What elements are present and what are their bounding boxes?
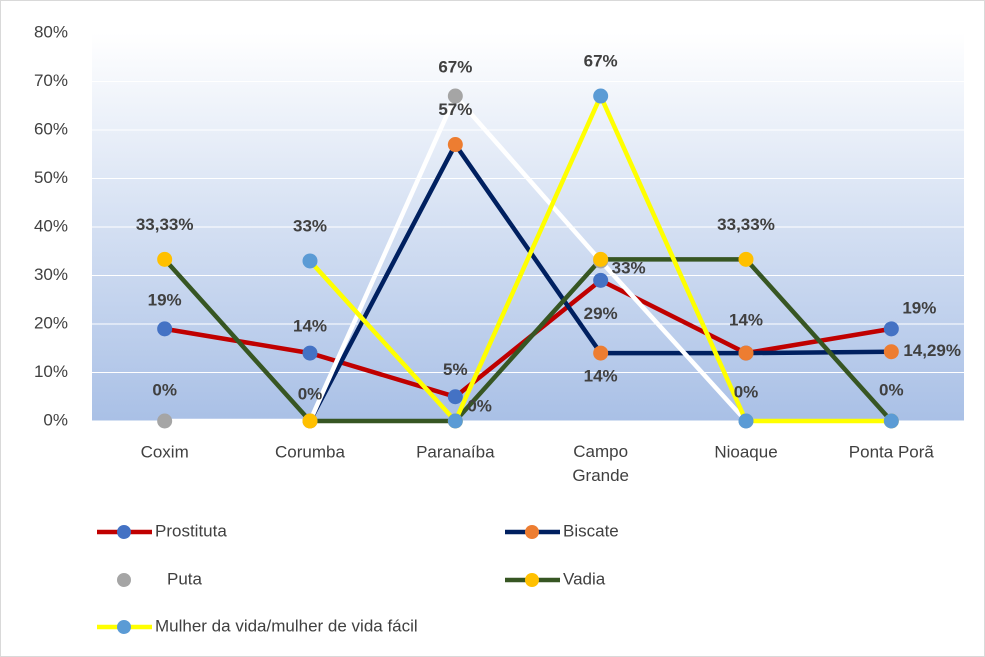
y-tick-label: 70% <box>34 71 68 90</box>
marker <box>593 272 609 288</box>
legend-label: Puta <box>167 569 203 588</box>
data-label: 14,29% <box>903 341 961 360</box>
marker <box>883 413 899 429</box>
legend-marker <box>117 573 131 587</box>
data-label: 67% <box>584 52 618 71</box>
data-label: 29% <box>584 304 618 323</box>
x-tick-label: Campo Grande <box>572 442 629 485</box>
x-tick-label: Paranaíba <box>416 442 495 461</box>
data-label: 33,33% <box>717 215 775 234</box>
marker <box>157 321 173 337</box>
y-tick-label: 50% <box>34 168 68 187</box>
y-tick-label: 80% <box>34 22 68 41</box>
x-tick-label: Coxim <box>141 442 189 461</box>
marker <box>447 88 463 104</box>
marker <box>883 321 899 337</box>
marker <box>738 413 754 429</box>
marker <box>738 251 754 267</box>
x-tick-label: Ponta Porã <box>849 442 935 461</box>
marker <box>883 344 899 360</box>
marker <box>593 251 609 267</box>
data-label: 33% <box>612 258 646 277</box>
y-tick-label: 10% <box>34 362 68 381</box>
data-label: 0% <box>467 396 492 415</box>
marker <box>447 389 463 405</box>
y-tick-label: 20% <box>34 313 68 332</box>
marker <box>593 88 609 104</box>
legend-marker <box>117 525 131 539</box>
marker <box>302 253 318 269</box>
data-label: 0% <box>152 380 177 399</box>
data-label: 14% <box>293 317 327 336</box>
data-label: 5% <box>443 360 468 379</box>
marker <box>157 413 173 429</box>
series-line <box>162 257 894 424</box>
legend-label: Mulher da vida/mulher de vida fácil <box>155 616 418 635</box>
data-label: 19% <box>148 290 182 309</box>
y-tick-label: 40% <box>34 216 68 235</box>
x-tick-label: Corumba <box>275 442 345 461</box>
x-tick-label: Nioaque <box>714 442 777 461</box>
data-label: 14% <box>729 311 763 330</box>
legend-marker <box>525 525 539 539</box>
legend-marker <box>117 620 131 634</box>
legend-label: Vadia <box>563 569 606 588</box>
marker <box>302 413 318 429</box>
data-label: 14% <box>584 367 618 386</box>
data-label: 0% <box>298 384 323 403</box>
marker <box>593 345 609 361</box>
y-tick-label: 60% <box>34 119 68 138</box>
marker <box>738 345 754 361</box>
data-label: 67% <box>438 58 472 77</box>
marker <box>157 251 173 267</box>
data-label: 33,33% <box>136 215 194 234</box>
data-label: 19% <box>902 298 936 317</box>
y-tick-label: 30% <box>34 265 68 284</box>
data-label: 0% <box>879 380 904 399</box>
legend-label: Prostituta <box>155 521 227 540</box>
legend-label: Biscate <box>563 521 619 540</box>
data-label: 57% <box>438 100 472 119</box>
marker <box>447 413 463 429</box>
y-tick-label: 0% <box>43 410 68 429</box>
legend-marker <box>525 573 539 587</box>
marker <box>302 345 318 361</box>
data-label: 0% <box>734 382 759 401</box>
data-label: 33% <box>293 216 327 235</box>
marker <box>447 137 463 153</box>
